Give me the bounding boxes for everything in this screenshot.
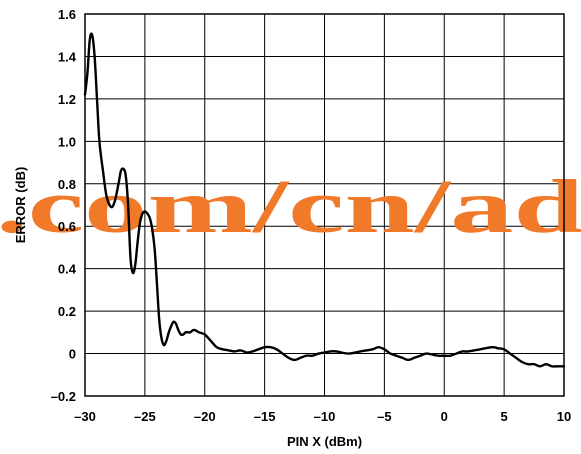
y-tick-label: 0.6 — [58, 219, 76, 234]
grid-lines — [85, 14, 564, 396]
y-tick-label: –0.2 — [51, 389, 76, 404]
y-tick-label: 1.2 — [58, 92, 76, 107]
y-tick-label: 1.4 — [58, 49, 77, 64]
y-axis-label: ERROR (dB) — [13, 167, 28, 244]
y-tick-label: 1.6 — [58, 7, 76, 22]
x-axis-label: PIN X (dBm) — [287, 434, 362, 449]
plot-frame — [84, 13, 565, 397]
y-tick-label: 0.8 — [58, 177, 76, 192]
y-axis-tick-labels: –0.2 0 0.2 0.4 0.6 0.8 1.0 1.2 1.4 1.6 — [51, 7, 77, 404]
x-tick-label: –15 — [254, 409, 276, 424]
x-tick-label: 5 — [501, 409, 508, 424]
y-tick-label: 0.4 — [58, 262, 77, 277]
x-tick-label: –10 — [314, 409, 336, 424]
x-axis-tick-labels: –30 –25 –20 –15 –10 –5 0 5 10 — [74, 409, 571, 424]
error-curve — [83, 32, 566, 368]
y-tick-label: 0.2 — [58, 304, 76, 319]
watermark: .com/cn/ad — [0, 165, 581, 249]
x-tick-label: –5 — [377, 409, 391, 424]
y-tick-label: 1.0 — [58, 134, 76, 149]
x-tick-label: –30 — [74, 409, 96, 424]
x-tick-label: 0 — [441, 409, 448, 424]
x-tick-label: 10 — [557, 409, 571, 424]
y-tick-label: 0 — [69, 347, 76, 362]
x-tick-label: –20 — [194, 409, 216, 424]
x-tick-label: –25 — [134, 409, 156, 424]
